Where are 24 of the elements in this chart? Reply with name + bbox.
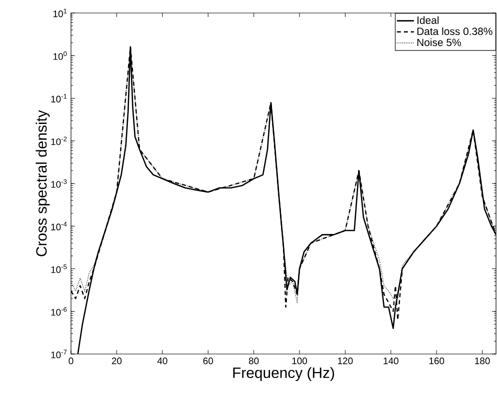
- y-tick-label: 10$^{-7}$: [51, 350, 67, 358]
- x-tick-label: 20: [112, 358, 122, 364]
- y-tick-label: 10$^{-5}$: [51, 264, 67, 273]
- y-tick-label: 10$^{-4}$: [51, 222, 67, 230]
- y-tick-label: 10$^{1}$: [53, 8, 67, 18]
- x-tick-label: 80: [248, 358, 259, 364]
- x-tick-label: 100: [292, 358, 308, 364]
- y-tick-label: 10$^{-3}$: [51, 179, 67, 188]
- y-tick-label: 10$^{-2}$: [51, 136, 67, 146]
- legend-label: Noise 5%: [417, 38, 461, 46]
- y-tick-label: 10$^{-1}$: [51, 94, 67, 102]
- legend-label: Ideal: [418, 16, 439, 24]
- y-tick-label: 10$^{-6}$: [51, 307, 67, 316]
- x-tick-label: 120: [338, 358, 353, 364]
- x-tick-label: 60: [203, 358, 213, 364]
- legend-label: Data loss 0.38%: [417, 27, 492, 36]
- x-axis-title: Frequency (Hz): [233, 367, 334, 382]
- x-tick-label: 40: [157, 358, 168, 364]
- y-tick-label: 10$^{0}$: [53, 51, 67, 60]
- x-tick-label: 180: [475, 358, 490, 364]
- y-axis-title: Cross spectral density: [36, 110, 50, 256]
- x-tick-label: 160: [429, 358, 444, 364]
- x-tick-label: 0: [68, 358, 74, 364]
- x-tick-label: 140: [384, 358, 398, 364]
